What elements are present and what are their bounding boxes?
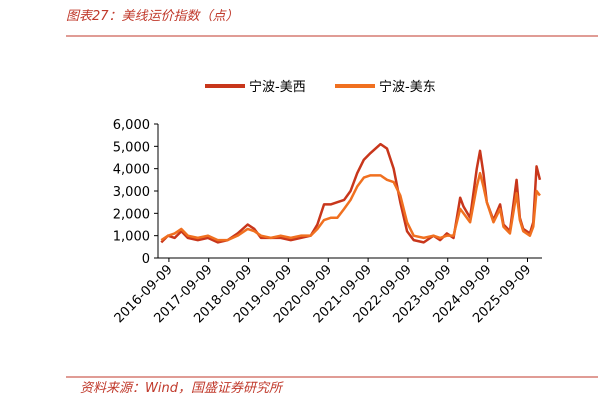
y-tick-label: 0 [142, 252, 150, 267]
y-tick-label: 4,000 [113, 163, 150, 178]
source: 资料来源：Wind，国盛证券研究所 [80, 380, 284, 396]
y-tick-label: 3,000 [113, 185, 150, 200]
chart-title: 图表27：美线运价指数（点） [66, 8, 239, 24]
y-tick-label: 1,000 [113, 230, 150, 245]
series-line [160, 142, 542, 244]
y-tick-label: 2,000 [113, 207, 150, 222]
legend-label: 宁波-美西 [249, 79, 306, 95]
legend-label: 宁波-美东 [379, 79, 436, 95]
y-tick-label: 6,000 [113, 118, 150, 133]
y-tick-label: 5,000 [113, 140, 150, 155]
series-line [160, 171, 541, 242]
